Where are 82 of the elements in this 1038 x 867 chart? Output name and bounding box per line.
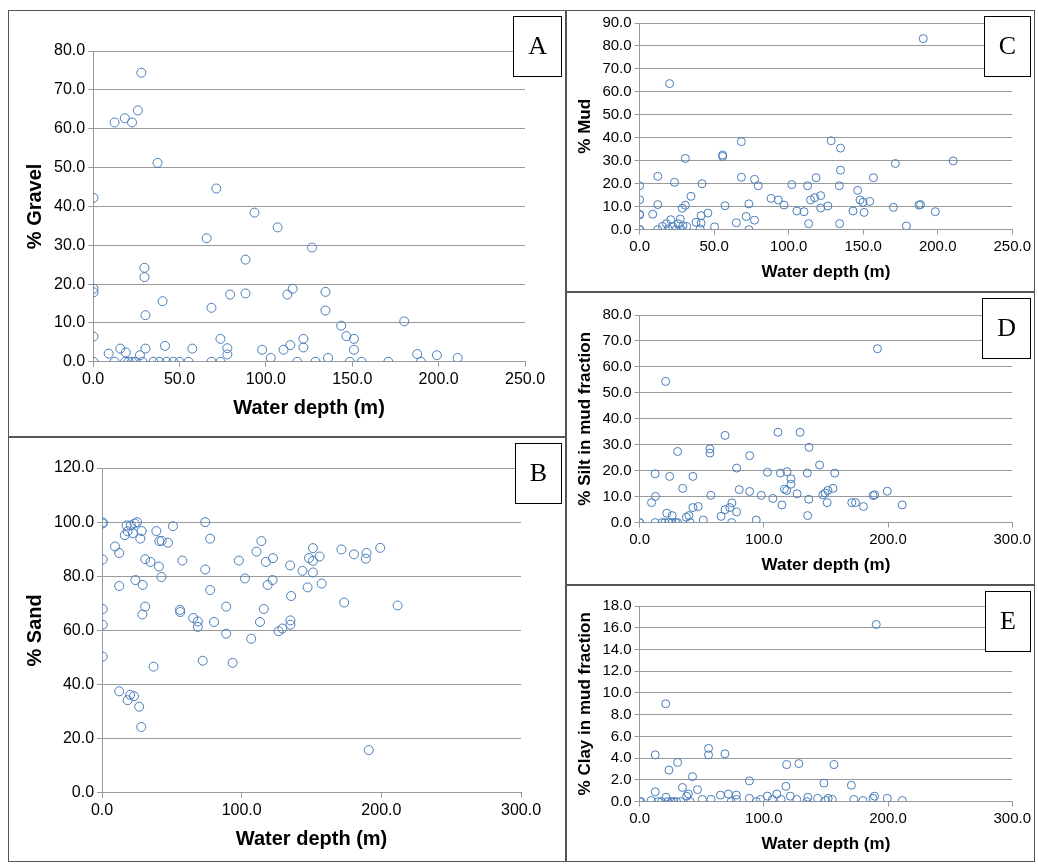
y-tick-label: 0.0 xyxy=(610,512,632,530)
x-axis-title: Water depth (m) xyxy=(235,826,388,849)
x-tick-label: 200.0 xyxy=(418,369,459,387)
chart-title: A xyxy=(513,16,562,77)
x-axis-title: Water depth (m) xyxy=(233,395,385,418)
chart-title: B xyxy=(514,443,562,504)
y-tick-label: 80.0 xyxy=(602,36,632,54)
chart-title: E xyxy=(985,591,1031,652)
x-axis-title: Water depth (m) xyxy=(761,262,891,282)
y-tick-label: 12.0 xyxy=(602,661,632,679)
y-axis-title: % Sand xyxy=(22,594,45,667)
y-axis-title: % Mud xyxy=(574,98,594,154)
y-tick-label: 0.0 xyxy=(610,219,632,237)
y-tick-label: 40.0 xyxy=(602,127,632,145)
x-tick-label: 100.0 xyxy=(769,236,808,254)
y-tick-label: 8.0 xyxy=(610,704,632,722)
x-tick-label: 200.0 xyxy=(869,808,907,826)
x-tick-label: 100.0 xyxy=(245,369,286,387)
y-tick-label: 4.0 xyxy=(610,748,632,766)
y-tick-label: 80.0 xyxy=(54,41,86,59)
x-tick-label: 200.0 xyxy=(869,529,907,547)
x-tick-label: 50.0 xyxy=(699,236,729,254)
x-tick-label: 100.0 xyxy=(745,529,783,547)
y-tick-label: 30.0 xyxy=(602,150,632,168)
x-tick-label: 250.0 xyxy=(993,236,1032,254)
y-tick-label: 6.0 xyxy=(610,726,632,744)
y-tick-label: 20.0 xyxy=(54,274,86,292)
y-tick-label: 80.0 xyxy=(602,305,632,323)
y-tick-label: 10.0 xyxy=(602,196,632,214)
y-tick-label: 16.0 xyxy=(602,617,632,635)
y-tick-label: 20.0 xyxy=(602,460,632,478)
y-tick-label: 70.0 xyxy=(602,59,632,77)
x-tick-label: 100.0 xyxy=(745,808,783,826)
y-tick-label: 60.0 xyxy=(602,357,632,375)
y-tick-label: 2.0 xyxy=(610,770,632,788)
x-tick-label: 200.0 xyxy=(918,236,957,254)
y-tick-label: 70.0 xyxy=(602,331,632,349)
y-tick-label: 50.0 xyxy=(602,104,632,122)
y-tick-label: 40.0 xyxy=(54,196,86,214)
x-tick-label: 0.0 xyxy=(629,529,651,547)
x-axis-title: Water depth (m) xyxy=(761,555,891,575)
y-tick-label: 18.0 xyxy=(602,596,632,614)
x-tick-label: 0.0 xyxy=(629,808,651,826)
y-tick-label: 0.0 xyxy=(62,352,86,370)
x-tick-label: 150.0 xyxy=(844,236,882,254)
y-tick-label: 50.0 xyxy=(602,382,632,400)
chart-title: D xyxy=(982,298,1031,359)
y-tick-label: 10.0 xyxy=(602,683,632,701)
y-tick-label: 90.0 xyxy=(602,13,632,31)
y-tick-label: 60.0 xyxy=(602,82,632,100)
y-tick-label: 0.0 xyxy=(71,783,95,801)
y-tick-label: 10.0 xyxy=(54,313,86,331)
y-axis-title: % Clay in mud fraction xyxy=(574,612,594,796)
y-tick-label: 14.0 xyxy=(602,639,632,657)
y-tick-label: 120.0 xyxy=(53,458,95,476)
x-tick-label: 0.0 xyxy=(90,800,114,818)
x-tick-label: 300.0 xyxy=(500,800,542,818)
x-tick-label: 0.0 xyxy=(629,236,651,254)
y-axis-title: % Silt in mud fraction xyxy=(574,331,594,506)
y-tick-label: 50.0 xyxy=(54,157,86,175)
y-tick-label: 30.0 xyxy=(602,434,632,452)
x-tick-label: 300.0 xyxy=(993,808,1032,826)
y-tick-label: 40.0 xyxy=(62,674,95,692)
y-tick-label: 80.0 xyxy=(62,566,95,584)
x-tick-label: 250.0 xyxy=(504,369,546,387)
x-tick-label: 150.0 xyxy=(332,369,373,387)
y-tick-label: 20.0 xyxy=(602,173,632,191)
y-tick-label: 40.0 xyxy=(602,408,632,426)
y-tick-label: 60.0 xyxy=(54,119,86,137)
y-axis-title: % Gravel xyxy=(22,163,45,250)
x-tick-label: 300.0 xyxy=(993,529,1032,547)
y-tick-label: 20.0 xyxy=(62,729,95,747)
x-tick-label: 50.0 xyxy=(163,369,196,387)
y-tick-label: 100.0 xyxy=(53,512,95,530)
y-tick-label: 30.0 xyxy=(54,235,86,253)
x-axis-title: Water depth (m) xyxy=(761,834,891,854)
y-tick-label: 10.0 xyxy=(602,486,632,504)
x-tick-label: 100.0 xyxy=(221,800,262,818)
y-tick-label: 60.0 xyxy=(62,620,95,638)
x-tick-label: 200.0 xyxy=(361,800,402,818)
chart-title: C xyxy=(983,16,1031,77)
y-tick-label: 70.0 xyxy=(54,80,86,98)
